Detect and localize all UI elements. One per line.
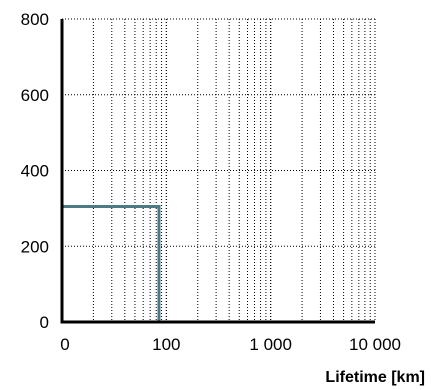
y-tick-label: 800 (21, 10, 49, 29)
x-tick-labels: 0 100 1 000 10 000 (60, 335, 401, 354)
x-tick-label: 1 000 (249, 335, 292, 354)
grid (62, 18, 376, 322)
y-tick-label: 600 (21, 86, 49, 105)
x-axis-title: Lifetime [km] (325, 369, 425, 386)
x-tick-label: 10 000 (349, 335, 401, 354)
y-tick-label: 200 (21, 237, 49, 256)
y-tick-labels: 0 200 400 600 800 (21, 10, 49, 332)
series-line (63, 204, 161, 321)
x-tick-label: 0 (60, 335, 69, 354)
axes (60, 19, 375, 324)
series-layer (63, 204, 161, 321)
y-tick-label: 0 (40, 313, 49, 332)
y-tick-label: 400 (21, 162, 49, 181)
x-tick-label: 100 (152, 335, 180, 354)
